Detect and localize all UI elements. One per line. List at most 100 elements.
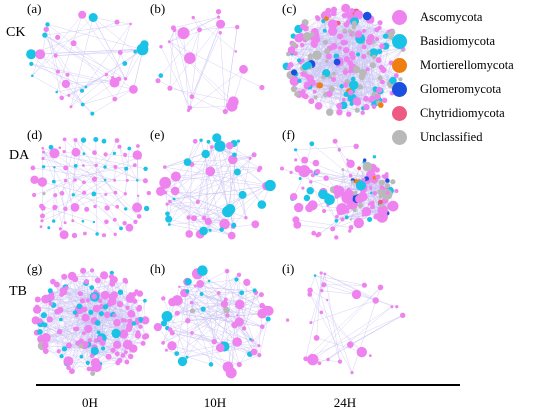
network-edge — [125, 148, 130, 194]
network-node-ascomycota — [165, 202, 169, 206]
network-node-ascomycota — [301, 156, 309, 164]
network-node-ascomycota — [308, 78, 314, 84]
network-edge — [73, 43, 116, 100]
panel-letter-c: (c) — [282, 1, 297, 16]
network-node-ascomycota — [63, 165, 69, 171]
network-node-ascomycota — [50, 278, 56, 285]
network-node-ascomycota — [185, 230, 193, 238]
network-node-unclassified — [362, 161, 373, 172]
network-node-ascomycota — [42, 348, 49, 354]
network-edge — [173, 16, 219, 29]
network-node-ascomycota — [161, 296, 166, 301]
network-edge — [176, 294, 262, 354]
network-node-ascomycota — [380, 79, 385, 85]
network-node-ascomycota — [363, 95, 369, 102]
network-node-ascomycota — [222, 361, 234, 373]
network-edge — [203, 154, 255, 219]
network-node-ascomycota — [319, 271, 323, 275]
network-node-ascomycota — [39, 225, 43, 229]
network-node-ascomycota — [315, 16, 321, 22]
network-node-ascomycota — [338, 46, 342, 50]
network-node-basidiomycota — [160, 320, 168, 327]
network-node-ascomycota — [232, 337, 242, 347]
network-node-ascomycota — [108, 297, 117, 306]
network-node-ascomycota — [385, 172, 389, 176]
network-node-ascomycota — [350, 371, 354, 375]
network-edge — [203, 185, 267, 219]
network-node-ascomycota — [235, 299, 245, 310]
network-node-ascomycota — [170, 171, 181, 182]
network-node-ascomycota — [228, 154, 238, 165]
network-node-basidiomycota — [177, 356, 188, 367]
network-node-ascomycota — [190, 331, 194, 335]
network-edge — [348, 98, 367, 115]
network-node-basidiomycota — [29, 61, 34, 66]
network-edge — [32, 75, 83, 105]
network-node-ascomycota — [186, 320, 190, 324]
network-node-ascomycota — [308, 98, 315, 105]
network-edge — [311, 63, 354, 80]
network-node-ascomycota — [241, 326, 247, 331]
network-edge — [249, 318, 269, 355]
network-edge — [293, 72, 341, 113]
network-node-ascomycota — [248, 156, 252, 160]
network-node-ascomycota — [187, 105, 193, 111]
network-edge — [233, 185, 267, 226]
network-node-basidiomycota — [124, 166, 129, 171]
network-node-ascomycota — [82, 180, 86, 185]
network-node-ascomycota — [197, 27, 202, 33]
node-group — [282, 3, 406, 117]
network-node-ascomycota — [48, 301, 53, 306]
network-edge — [309, 294, 353, 373]
network-node-ascomycota — [67, 271, 77, 281]
network-node-ascomycota — [224, 268, 230, 274]
network-edge — [315, 275, 365, 286]
network-edge — [191, 274, 240, 334]
network-node-ascomycota — [341, 12, 347, 19]
network-edge — [173, 198, 225, 225]
network-node-ascomycota — [80, 267, 87, 274]
network-node-ascomycota — [170, 186, 180, 196]
network-graph-g — [31, 267, 150, 376]
network-edge — [169, 201, 199, 225]
network-edge — [187, 270, 203, 322]
network-node-basidiomycota — [214, 140, 226, 152]
network-node-ascomycota — [115, 204, 120, 209]
network-node-basidiomycota — [199, 138, 203, 142]
network-edge — [31, 63, 115, 83]
network-node-ascomycota — [235, 24, 240, 30]
network-node-ascomycota — [400, 312, 406, 318]
network-edge — [168, 218, 232, 236]
network-edge — [195, 285, 256, 293]
network-node-ascomycota — [123, 192, 128, 196]
network-node-basidiomycota — [59, 317, 63, 322]
network-node-ascomycota — [337, 359, 343, 364]
network-node-ascomycota — [215, 9, 222, 15]
network-node-ascomycota — [378, 64, 385, 71]
network-node-basidiomycota — [265, 316, 271, 322]
phylum-legend: Ascomycota Basidiomycota Mortierellomyco… — [390, 8, 550, 152]
network-node-basidiomycota — [61, 346, 68, 352]
network-node-basidiomycota — [138, 317, 144, 322]
network-node-ascomycota — [49, 148, 60, 159]
network-node-basidiomycota — [355, 180, 366, 191]
network-node-ascomycota — [394, 189, 399, 193]
network-edge — [195, 285, 224, 304]
network-node-ascomycota — [114, 138, 120, 143]
network-node-ascomycota — [314, 168, 321, 175]
network-edge — [177, 300, 229, 368]
network-edge — [188, 281, 240, 323]
network-edge — [104, 140, 118, 168]
network-graph-a — [26, 10, 149, 116]
network-node-ascomycota — [343, 56, 350, 63]
network-node-ascomycota — [42, 150, 45, 154]
network-edge — [311, 64, 344, 106]
network-node-basidiomycota — [370, 191, 373, 195]
network-node-ascomycota — [63, 178, 68, 183]
network-edge — [351, 19, 397, 76]
network-edge — [258, 313, 263, 346]
network-node-ascomycota — [138, 324, 143, 329]
network-node-unclassified — [321, 75, 326, 80]
network-edge — [219, 146, 247, 218]
network-panel-a: (a) — [25, 2, 155, 117]
